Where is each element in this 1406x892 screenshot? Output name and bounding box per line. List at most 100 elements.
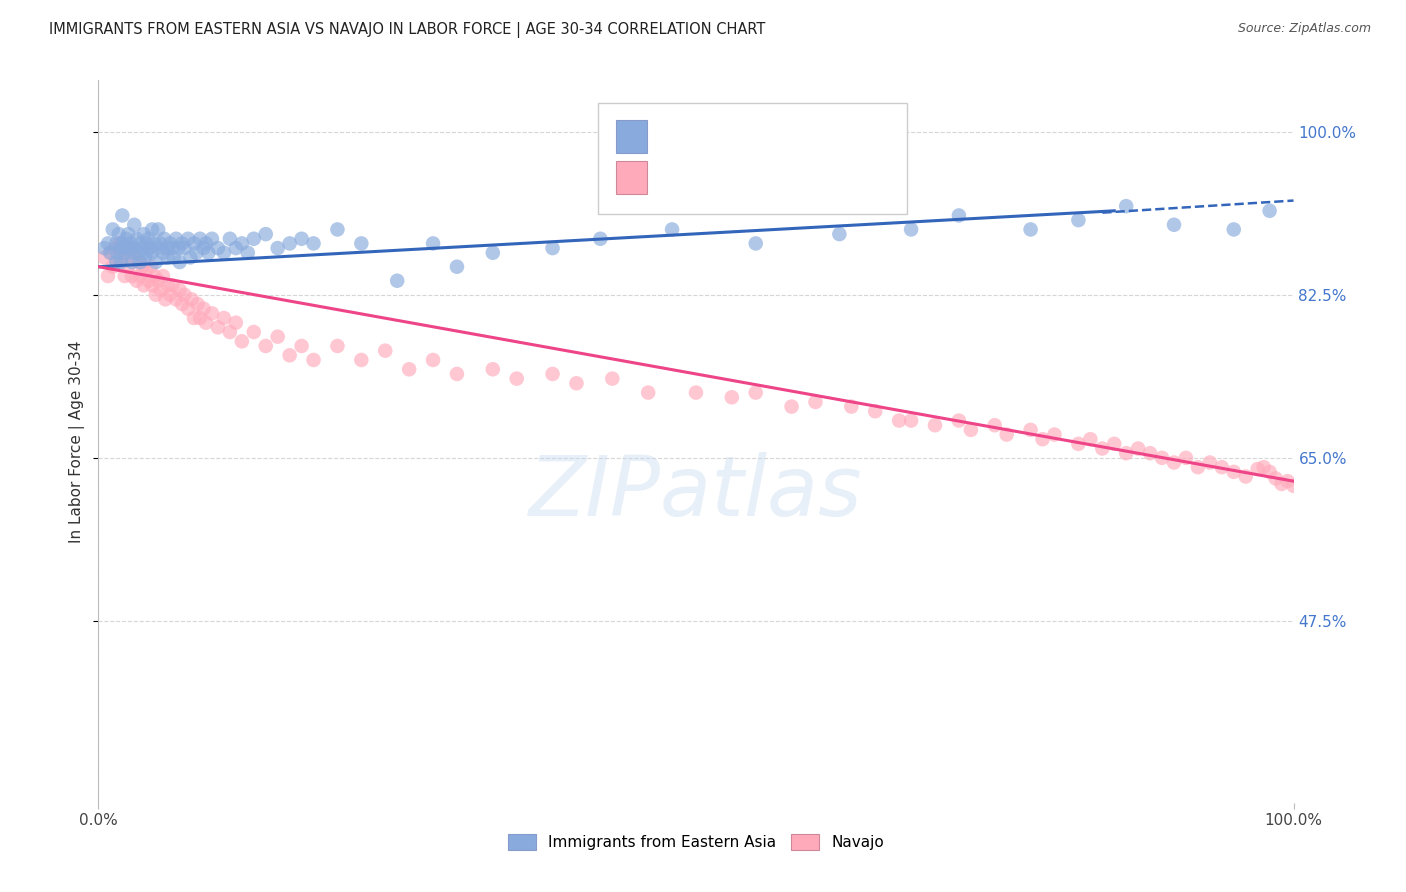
Point — [193, 301, 215, 316]
Point — [117, 260, 139, 274]
Point — [422, 353, 444, 368]
Legend: Immigrants from Eastern Asia, Navajo: Immigrants from Eastern Asia, Navajo — [502, 829, 890, 856]
Point — [302, 236, 325, 251]
Point — [131, 241, 153, 255]
Point — [188, 311, 211, 326]
Point — [1032, 432, 1054, 446]
Point — [97, 236, 120, 251]
Point — [565, 376, 588, 391]
Point — [107, 255, 129, 269]
Point — [139, 260, 162, 274]
Text: R =: R = — [658, 129, 692, 144]
Point — [291, 232, 314, 246]
Point — [948, 413, 970, 427]
Y-axis label: In Labor Force | Age 30-34: In Labor Force | Age 30-34 — [69, 340, 86, 543]
Point — [138, 274, 160, 288]
Point — [865, 404, 887, 418]
Point — [124, 241, 146, 255]
Point — [195, 316, 218, 330]
Text: N =: N = — [749, 129, 783, 144]
Point — [165, 232, 187, 246]
Point — [291, 339, 314, 353]
Point — [924, 418, 946, 433]
Point — [165, 293, 187, 307]
Point — [120, 236, 142, 251]
Point — [1019, 222, 1042, 236]
Point — [129, 255, 152, 269]
Point — [589, 232, 612, 246]
Point — [1080, 432, 1102, 446]
Point — [254, 227, 277, 241]
Point — [115, 232, 138, 246]
Point — [125, 274, 148, 288]
Point — [127, 245, 149, 260]
Point — [132, 278, 155, 293]
Point — [1019, 423, 1042, 437]
Point — [1175, 450, 1198, 465]
Point — [1264, 471, 1286, 485]
Point — [114, 268, 136, 283]
Point — [541, 367, 564, 381]
Point — [1199, 456, 1222, 470]
Point — [1187, 460, 1209, 475]
Point — [149, 236, 172, 251]
Point — [661, 222, 683, 236]
Point — [1104, 437, 1126, 451]
Point — [900, 413, 922, 427]
Point — [121, 268, 143, 283]
Point — [1234, 469, 1257, 483]
Point — [131, 260, 153, 274]
Point — [984, 418, 1007, 433]
Point — [143, 236, 166, 251]
Point — [121, 245, 143, 260]
Point — [149, 283, 172, 297]
Point — [1128, 442, 1150, 456]
Point — [163, 251, 186, 265]
Point — [148, 274, 170, 288]
Point — [105, 236, 128, 251]
Point — [948, 209, 970, 223]
Point — [159, 236, 181, 251]
Point — [231, 236, 253, 251]
Point — [121, 255, 143, 269]
Point — [108, 241, 131, 255]
Point — [93, 241, 115, 255]
Point — [243, 325, 266, 339]
Point — [186, 245, 208, 260]
Point — [177, 301, 200, 316]
Point — [1211, 460, 1233, 475]
Point — [179, 251, 201, 265]
Text: 92: 92 — [786, 129, 807, 144]
Text: 106: 106 — [796, 170, 828, 185]
Point — [481, 245, 505, 260]
Point — [98, 245, 122, 260]
Point — [187, 297, 209, 311]
Point — [1223, 222, 1246, 236]
Point — [889, 413, 911, 427]
Point — [173, 241, 195, 255]
Point — [225, 241, 247, 255]
Point — [125, 232, 148, 246]
Point — [101, 260, 124, 274]
Point — [254, 339, 277, 353]
Point — [120, 241, 142, 255]
Point — [374, 343, 396, 358]
Point — [172, 236, 194, 251]
Text: -0.481: -0.481 — [697, 170, 752, 185]
Point — [243, 232, 266, 246]
Point — [841, 400, 863, 414]
Point — [117, 241, 139, 255]
Point — [446, 260, 468, 274]
Point — [183, 236, 205, 251]
Point — [231, 334, 253, 349]
Point — [1271, 477, 1294, 491]
Point — [177, 232, 200, 246]
Point — [134, 251, 156, 265]
Point — [225, 316, 247, 330]
Point — [169, 283, 191, 297]
Point — [129, 268, 152, 283]
Point — [780, 400, 803, 414]
Point — [193, 241, 215, 255]
Point — [141, 245, 163, 260]
Point — [685, 385, 707, 400]
